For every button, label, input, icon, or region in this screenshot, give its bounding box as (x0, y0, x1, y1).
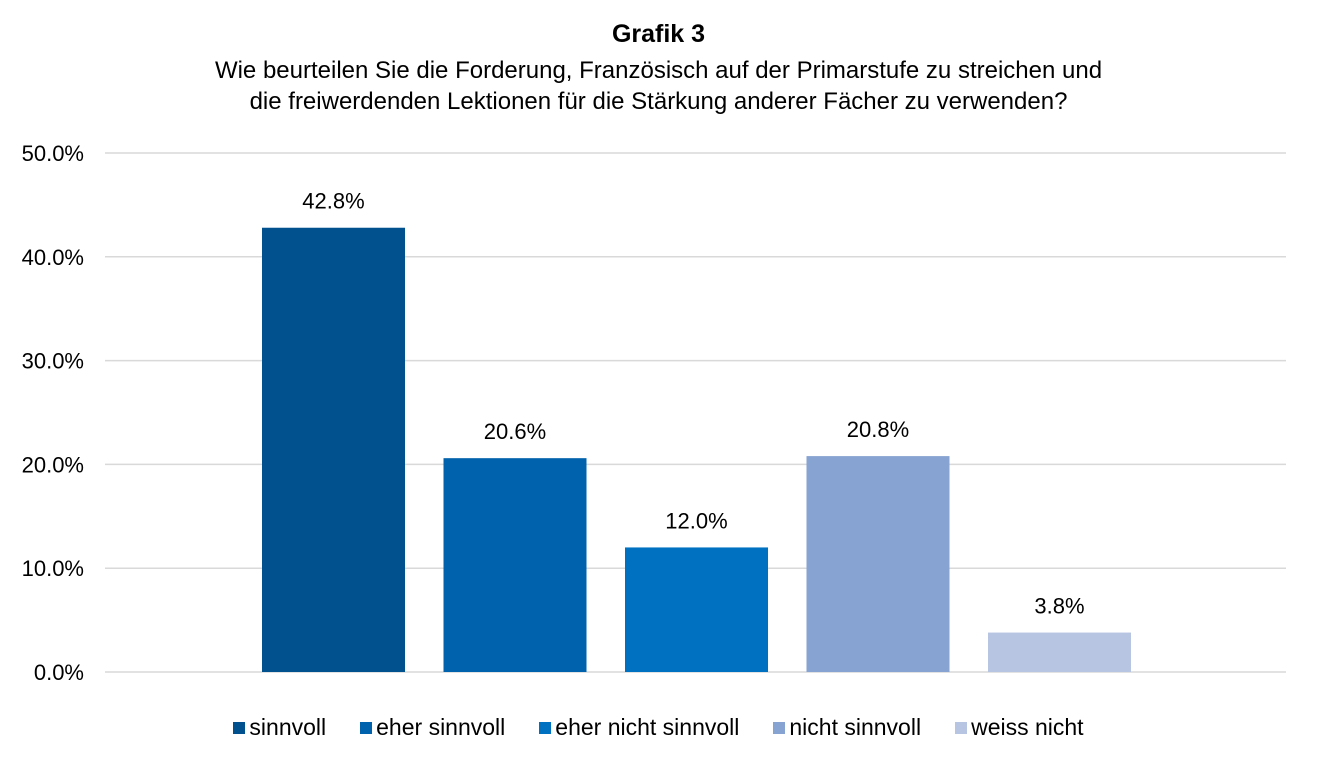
legend-item: eher sinnvoll (360, 714, 505, 741)
chart-title: Grafik 3 (611, 20, 706, 48)
legend-label: nicht sinnvoll (789, 714, 922, 740)
legend-label: eher sinnvoll (376, 714, 506, 740)
bar-sinnvoll (262, 227, 405, 672)
legend-item: sinnvoll (233, 714, 326, 741)
legend-label: eher nicht sinnvoll (555, 714, 740, 740)
subtitle-line: Wie beurteilen Sie die Forderung, Franzö… (214, 57, 1103, 84)
bar-eher-sinnvoll (443, 458, 587, 672)
legend: sinnvoll eher sinnvoll eher nicht sinnvoll… (0, 714, 1317, 741)
y-tick-label: 20.0% (22, 452, 84, 477)
bar-nicht-sinnvoll (806, 456, 950, 672)
y-tick-label: 10.0% (22, 556, 84, 581)
bar-eher-nicht-sinnvoll (625, 547, 768, 672)
data-label: 3.8% (1034, 594, 1084, 619)
data-label: 20.6% (484, 419, 546, 444)
data-label: 12.0% (665, 508, 727, 533)
legend-item: eher nicht sinnvoll (539, 714, 739, 741)
legend-label: weiss nicht (971, 714, 1084, 740)
y-tick-label: 0.0% (34, 660, 84, 685)
y-tick-label: 40.0% (22, 245, 84, 270)
chart-subtitle: Wie beurteilen Sie die Forderung, Franzö… (0, 55, 1317, 117)
legend-swatch (360, 721, 373, 734)
bar-weiss-nicht (988, 632, 1131, 672)
legend-swatch (773, 721, 786, 734)
data-label: 42.8% (302, 189, 364, 214)
subtitle-line: die freiwerdenden Lektionen für die Stär… (249, 88, 1068, 115)
legend-swatch (233, 721, 246, 734)
legend-label: sinnvoll (249, 714, 327, 740)
legend-swatch (539, 721, 552, 734)
legend-item: nicht sinnvoll (773, 714, 921, 741)
y-tick-label: 50.0% (22, 141, 84, 166)
y-tick-label: 30.0% (22, 349, 84, 374)
legend-swatch (955, 721, 968, 734)
data-label: 20.8% (847, 417, 909, 442)
legend-item: weiss nicht (955, 714, 1084, 741)
